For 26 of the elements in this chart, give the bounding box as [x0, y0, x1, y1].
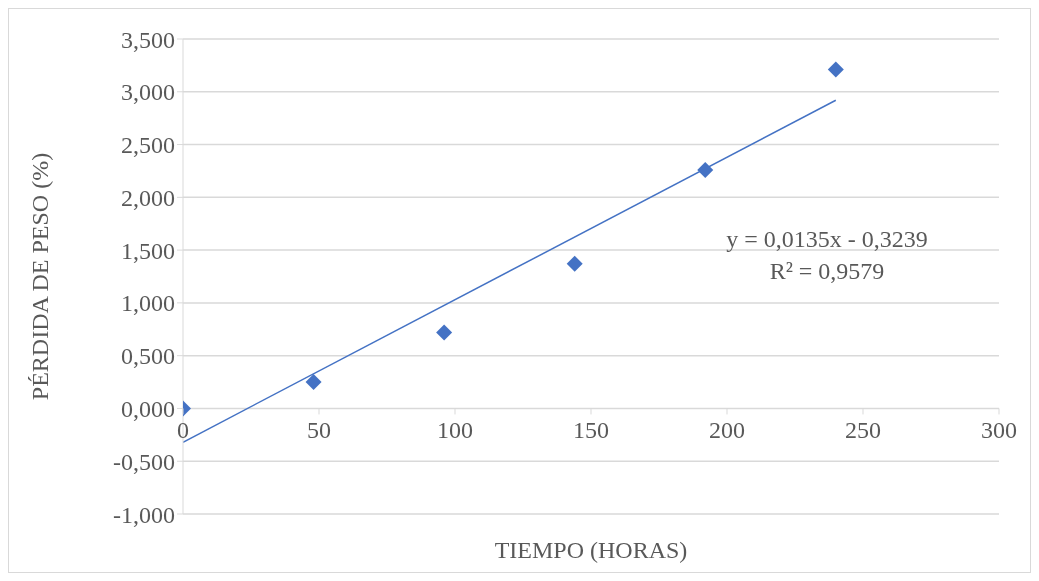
x-tick-label: 100: [437, 417, 473, 444]
point: [827, 61, 844, 78]
y-tick-label: 2,000: [121, 184, 175, 211]
x-tick-label: 200: [709, 417, 745, 444]
y-tick-label: 0,500: [121, 343, 175, 370]
x-axis-title: TIEMPO (HORAS): [494, 537, 688, 563]
y-tick-label: 2,500: [121, 132, 175, 159]
y-axis-title: PÉRDIDA DE PESO (%): [26, 152, 53, 401]
point: [436, 324, 453, 341]
x-tick-label: 150: [573, 417, 609, 444]
y-tick-label: -0,500: [113, 448, 175, 475]
y-tick-label: -1,000: [113, 501, 175, 528]
y-tick-label: 1,500: [121, 237, 175, 264]
point: [305, 374, 322, 391]
y-tick-label: 3,500: [121, 26, 175, 53]
x-tick-label: 0: [177, 417, 189, 444]
y-tick-label: 3,000: [121, 79, 175, 106]
point: [566, 255, 583, 272]
y-tick-label: 0,000: [121, 395, 175, 422]
x-tick-label: 50: [307, 417, 331, 444]
annotation: R² = 0,9579: [768, 257, 886, 286]
x-tick-label: 250: [845, 417, 881, 444]
annotation: y = 0,0135x - 0,3239: [725, 225, 929, 254]
x-tick-label: 300: [981, 417, 1017, 444]
point: [697, 161, 714, 178]
y-tick-label: 1,000: [121, 290, 175, 317]
